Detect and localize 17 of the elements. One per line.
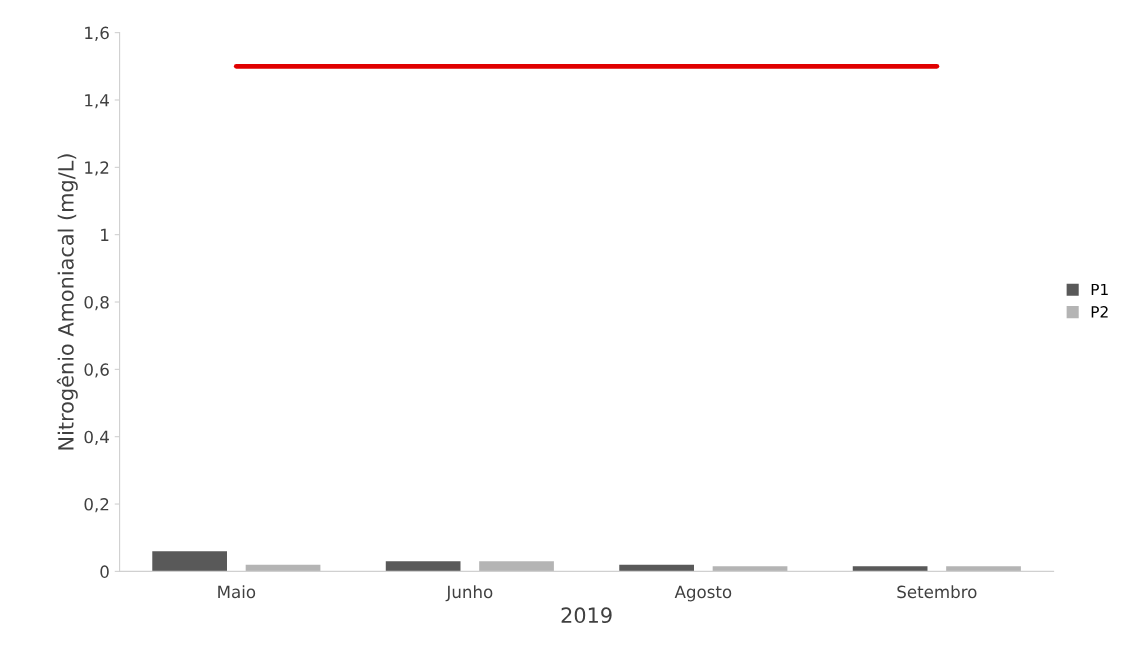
- x-tick-label: Maio: [218, 585, 256, 599]
- legend-label: P2: [1091, 306, 1108, 318]
- legend-label: P1: [1091, 283, 1108, 296]
- y-tick-label: 1,2: [85, 161, 109, 176]
- y-tick-label: 0,8: [84, 295, 109, 311]
- y-tick-label: 0,6: [84, 363, 109, 378]
- y-tick-label: 0,4: [84, 430, 109, 445]
- y-tick-label: 0,2: [84, 498, 109, 513]
- y-tick-label: 0: [100, 565, 109, 578]
- y-axis-title: Nitrogênio Amoniacal (mg/L): [56, 154, 78, 450]
- x-axis-title: 2019: [561, 607, 612, 624]
- y-tick-label: 1,4: [85, 94, 109, 109]
- x-tick-label: Agosto: [674, 585, 732, 602]
- y-tick-label: 1,6: [85, 26, 109, 41]
- x-tick-label: Setembro: [897, 585, 977, 599]
- x-tick-label: Junho: [445, 585, 493, 602]
- y-tick-label: 1: [101, 228, 109, 241]
